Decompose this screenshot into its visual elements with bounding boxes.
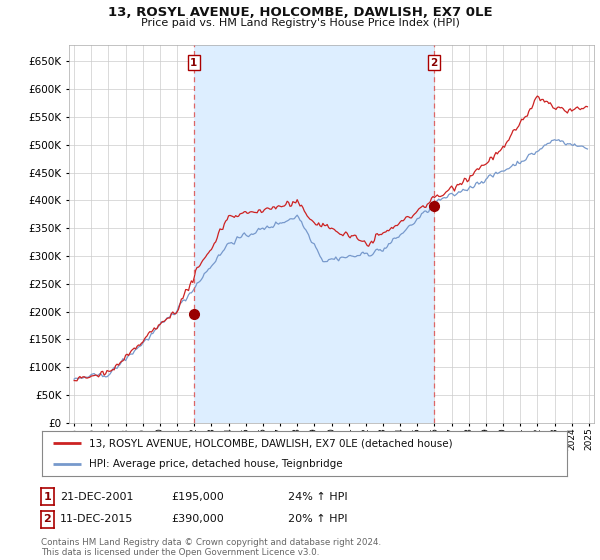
Text: 1: 1 <box>44 492 51 502</box>
Text: Price paid vs. HM Land Registry's House Price Index (HPI): Price paid vs. HM Land Registry's House … <box>140 18 460 28</box>
Text: 1: 1 <box>190 58 197 68</box>
Text: 11-DEC-2015: 11-DEC-2015 <box>60 514 133 524</box>
Text: HPI: Average price, detached house, Teignbridge: HPI: Average price, detached house, Teig… <box>89 459 343 469</box>
Text: 20% ↑ HPI: 20% ↑ HPI <box>288 514 347 524</box>
Bar <box>194 45 434 423</box>
Text: £195,000: £195,000 <box>171 492 224 502</box>
Text: 2: 2 <box>430 58 437 68</box>
Text: £390,000: £390,000 <box>171 514 224 524</box>
Text: 24% ↑ HPI: 24% ↑ HPI <box>288 492 347 502</box>
Text: 2: 2 <box>44 514 51 524</box>
Text: Contains HM Land Registry data © Crown copyright and database right 2024.
This d: Contains HM Land Registry data © Crown c… <box>41 538 381 557</box>
Text: 13, ROSYL AVENUE, HOLCOMBE, DAWLISH, EX7 0LE (detached house): 13, ROSYL AVENUE, HOLCOMBE, DAWLISH, EX7… <box>89 438 453 449</box>
Text: 21-DEC-2001: 21-DEC-2001 <box>60 492 133 502</box>
Text: 13, ROSYL AVENUE, HOLCOMBE, DAWLISH, EX7 0LE: 13, ROSYL AVENUE, HOLCOMBE, DAWLISH, EX7… <box>107 6 493 18</box>
